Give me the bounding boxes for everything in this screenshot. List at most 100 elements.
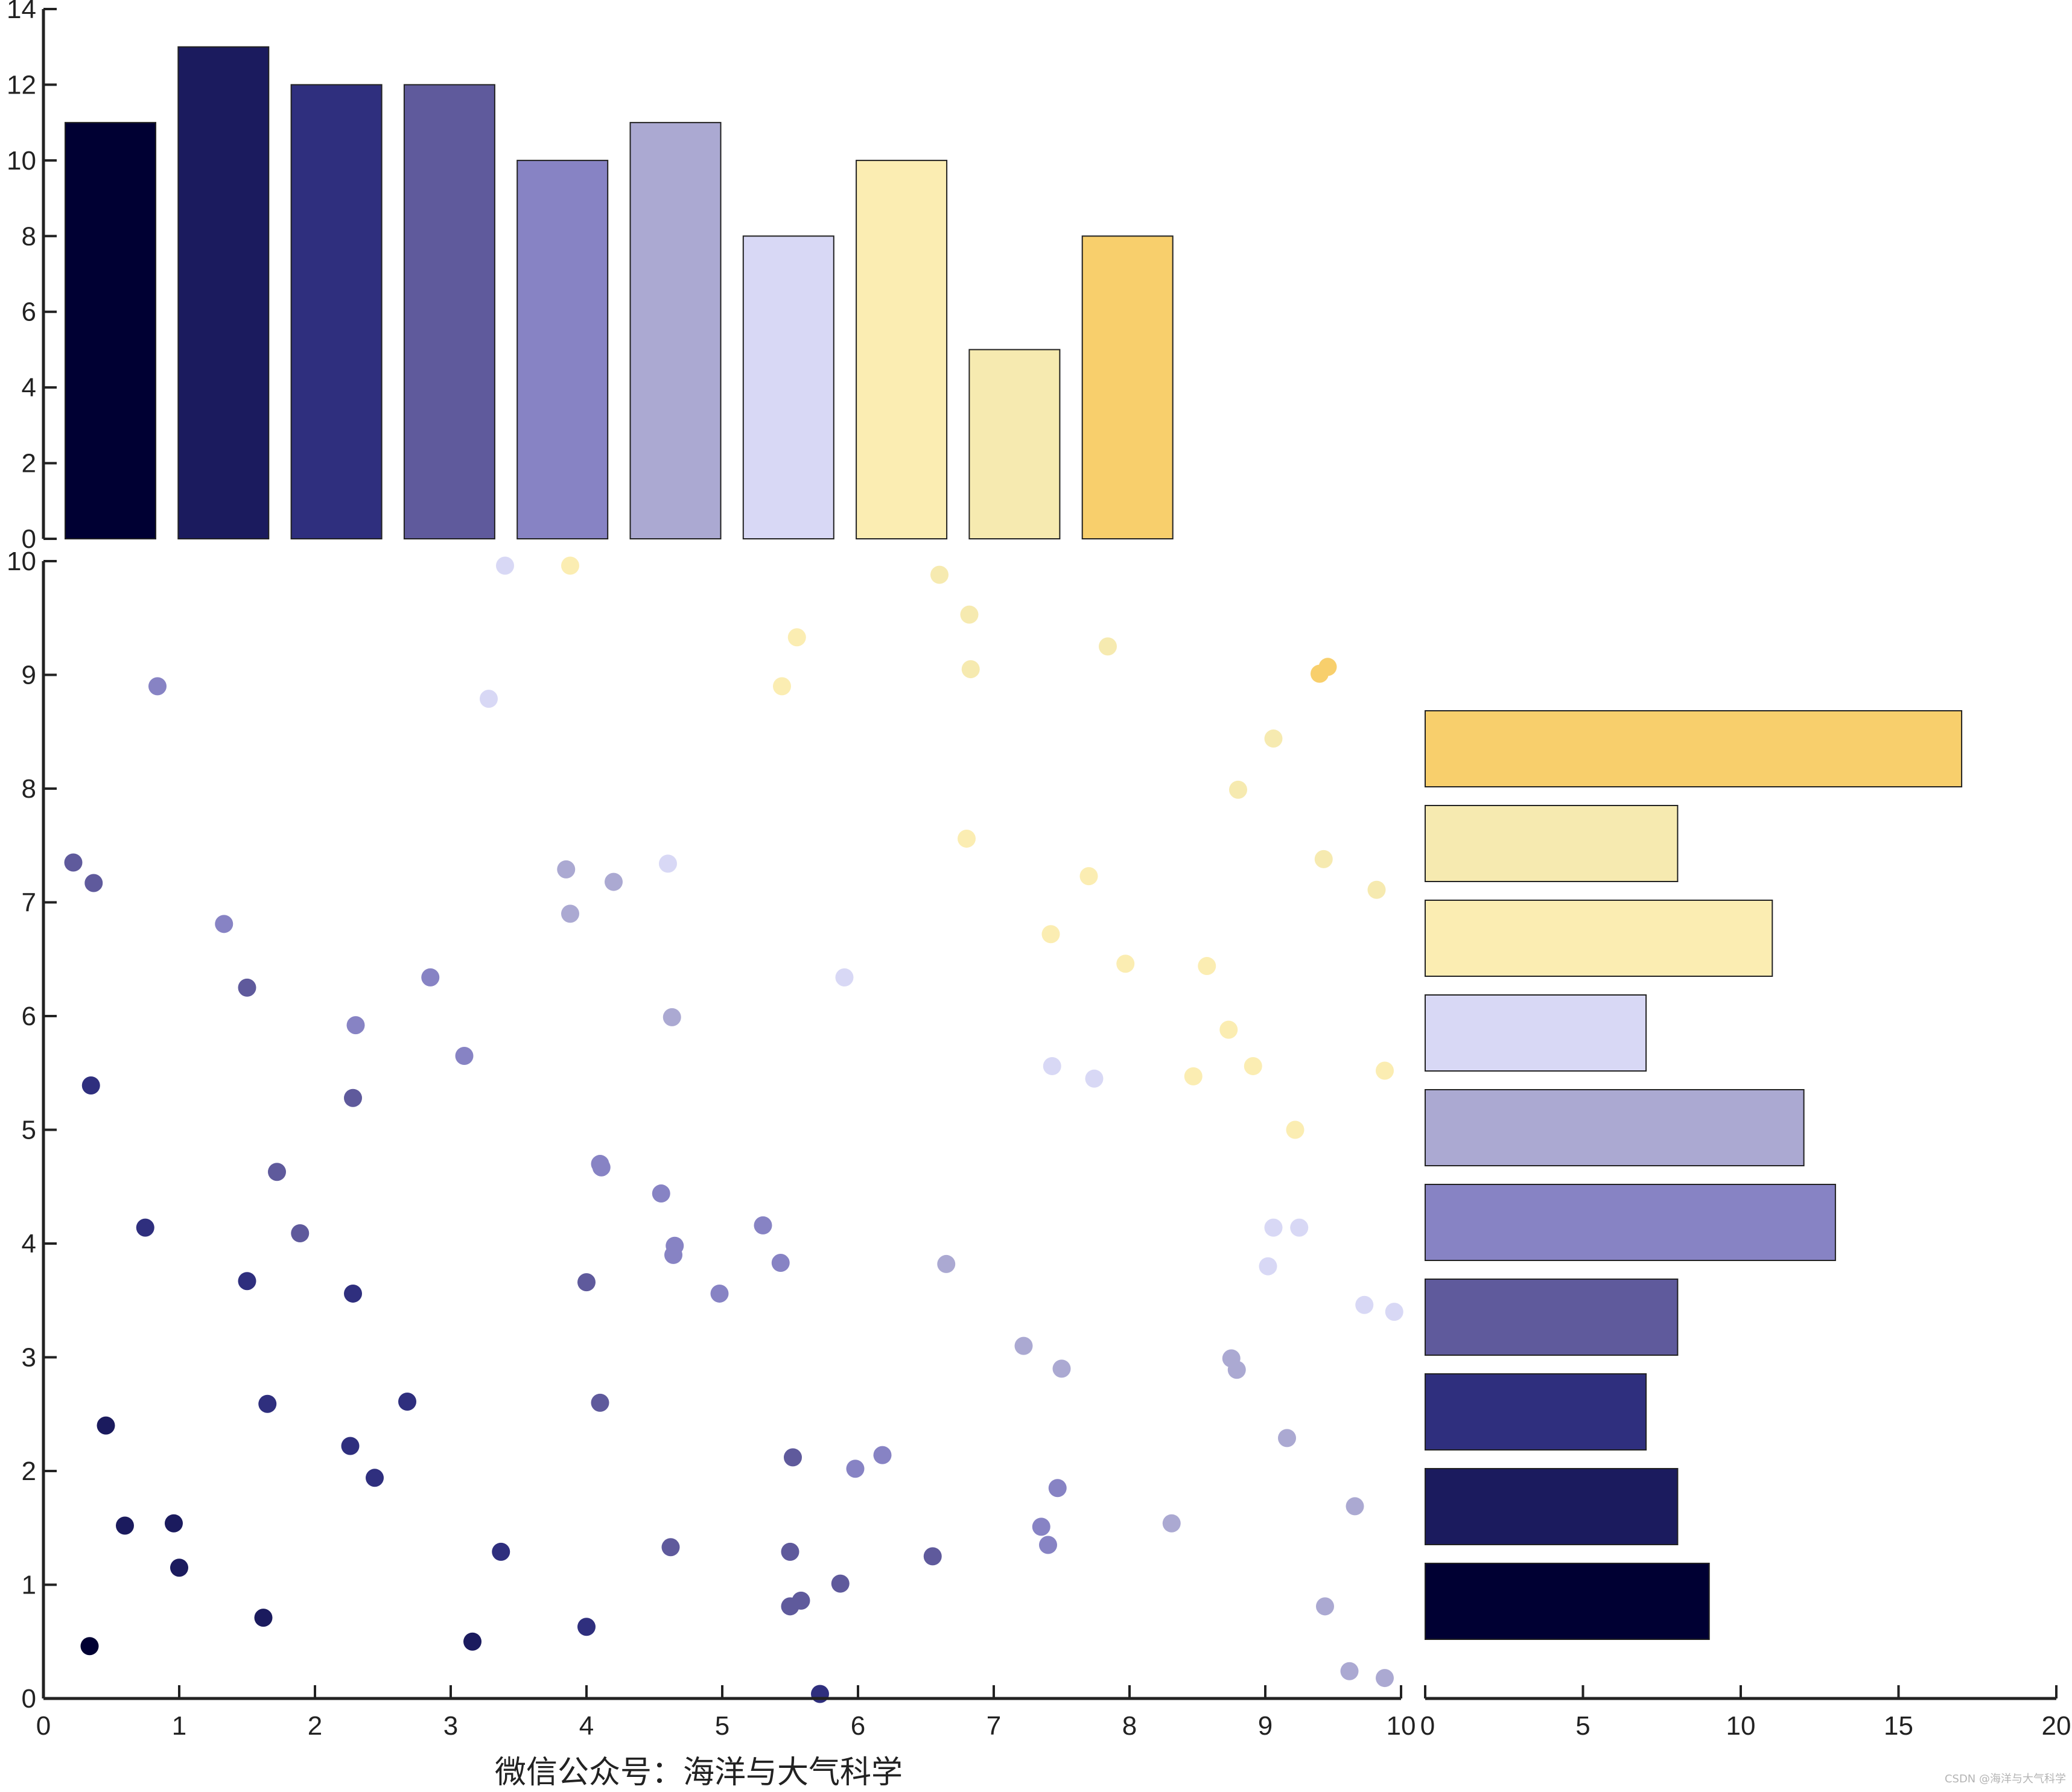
scatter-point [666,1236,684,1255]
scatter-point [291,1224,310,1243]
scatter-points [64,556,1403,1703]
scatter-y-axis: 0 1 2 3 4 5 6 7 8 9 10 [7,547,57,1714]
top-y-tick-label: 14 [7,0,36,24]
scatter-point [1259,1257,1277,1276]
scatter-point [1198,957,1216,976]
top-y-tick-label: 2 [22,449,36,478]
scatter-point [496,556,514,575]
scatter-point [1346,1497,1364,1516]
right-bar-8 [1425,900,1773,977]
scatter-point [1385,1303,1403,1321]
scatter-point [84,874,103,892]
scatter-point [1085,1069,1104,1088]
scatter-point [1041,925,1060,944]
scatter-point [238,1272,256,1291]
right-bar-7 [1425,994,1647,1072]
scatter-point [1278,1429,1296,1447]
scatter-point [1052,1359,1071,1378]
scatter-point [958,829,976,848]
scatter-point [1376,1669,1394,1688]
right-x-tick-label: 15 [1884,1711,1913,1741]
scatter-point [1184,1067,1203,1085]
top-y-tick-label: 10 [7,146,36,176]
scatter-y-tick-label: 9 [22,661,36,690]
scatter-y-tick-label: 1 [22,1571,36,1600]
scatter-point [136,1218,154,1237]
scatter-point [1227,1361,1246,1379]
scatter-point [1367,880,1386,899]
scatter-point [1316,1597,1334,1616]
scatter-point [561,904,579,923]
scatter-point [663,1008,681,1026]
scatter-point [170,1558,188,1577]
scatter-x-tick-label: 0 [36,1711,51,1741]
right-bar-10 [1425,710,1963,787]
scatter-x-tick-label: 8 [1122,1711,1137,1741]
scatter-point [1264,729,1283,748]
scatter-point [561,556,579,575]
scatter-point [1032,1517,1050,1536]
scatter-point [605,872,623,891]
scatter-x-tick-label: 9 [1258,1711,1273,1741]
scatter-point [165,1514,183,1533]
right-x-axis: 0 5 10 15 20 [1420,1685,2071,1741]
scatter-plot: 0 1 2 3 4 5 6 7 8 9 10 0 1 2 3 4 5 6 7 8 9 10 [7,547,1416,1741]
top-bar-7 [742,235,834,539]
scatter-point [81,1076,100,1095]
scatter-point [1014,1336,1033,1355]
scatter-point [268,1163,286,1181]
scatter-y-tick-label: 8 [22,774,36,804]
top-bar-3 [290,84,383,539]
scatter-point [1376,1061,1394,1080]
top-bars [65,46,1174,540]
scatter-point [557,860,576,879]
top-bar-6 [629,122,722,539]
watermark-text: CSDN @海洋与大气科学 [1944,1773,2066,1785]
scatter-point [254,1609,273,1627]
scatter-y-tick-label: 2 [22,1457,36,1486]
top-y-tick-label: 8 [22,221,36,251]
scatter-y-tick-label: 4 [22,1229,36,1259]
top-bar-5 [516,159,609,540]
scatter-point [1314,850,1333,868]
top-bar-chart: 0 2 4 6 8 10 12 14 [7,0,1174,554]
scatter-point [784,1448,802,1467]
scatter-x-axis: 0 1 2 3 4 5 6 7 8 9 10 [36,1685,1416,1741]
right-x-tick-label: 20 [2042,1711,2071,1741]
scatter-point [116,1516,134,1535]
scatter-point [577,1618,596,1636]
scatter-point [480,690,498,708]
scatter-point [1318,658,1337,676]
scatter-point [961,660,980,679]
scatter-point [1244,1056,1262,1075]
scatter-x-tick-label: 4 [579,1711,594,1741]
scatter-point [792,1591,810,1610]
scatter-point [811,1685,829,1703]
right-bar-1 [1425,1563,1710,1640]
scatter-point [1229,780,1247,799]
scatter-x-tick-label: 1 [172,1711,186,1741]
scatter-point [710,1284,729,1303]
scatter-point [1079,867,1098,886]
scatter-point [661,1538,680,1557]
scatter-point [846,1460,865,1478]
scatter-point [1039,1536,1057,1554]
scatter-point [930,565,949,584]
scatter-point [591,1393,609,1412]
top-y-tick-label: 4 [22,373,36,402]
scatter-point [873,1446,892,1464]
top-bar-10 [1081,235,1174,539]
scatter-y-tick-label: 5 [22,1116,36,1145]
top-bar-4 [403,84,495,539]
scatter-point [344,1284,362,1303]
scatter-point [577,1273,596,1292]
right-bars [1425,710,1963,1640]
scatter-point [215,915,234,933]
scatter-point [787,628,806,647]
scatter-point [652,1184,670,1203]
scatter-x-tick-label: 7 [987,1711,1001,1741]
scatter-y-tick-label: 6 [22,1002,36,1031]
scatter-point [1264,1218,1283,1237]
scatter-point [398,1393,416,1411]
